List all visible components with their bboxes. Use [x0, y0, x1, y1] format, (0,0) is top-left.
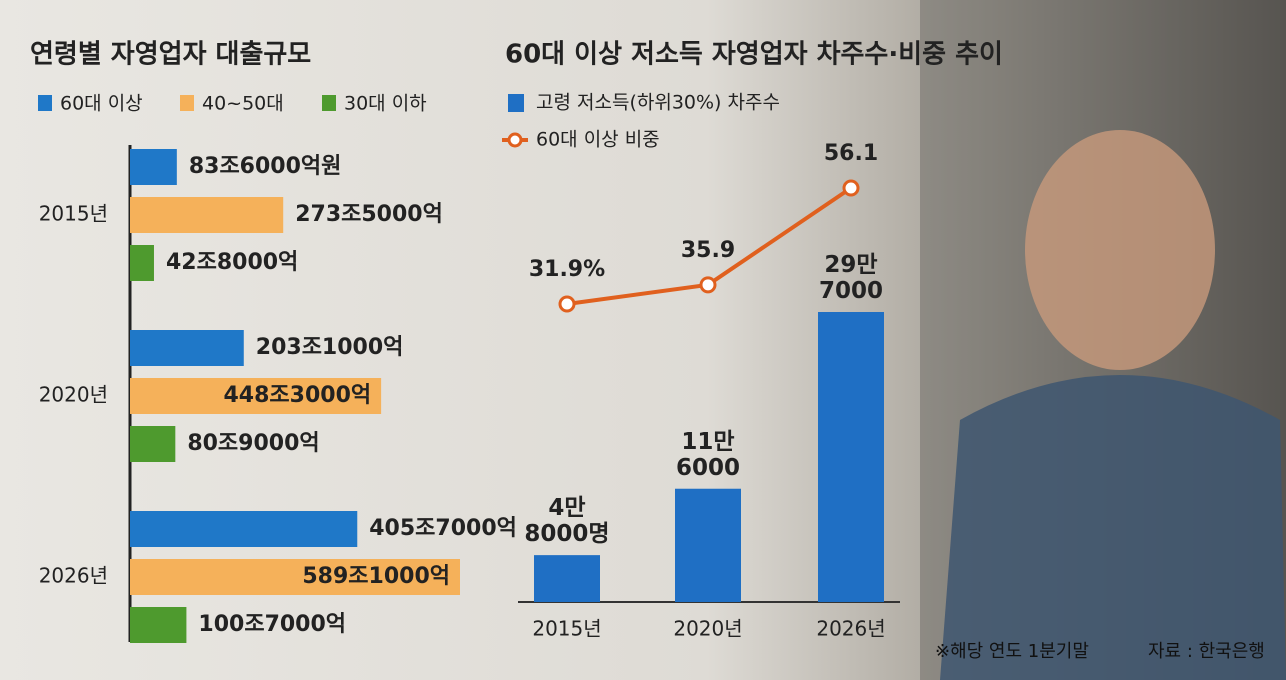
value-label: 35.9: [681, 238, 735, 263]
value-label: 29만 7000: [818, 252, 883, 304]
value-label: 83조6000억원: [189, 154, 342, 179]
legend-label: 60대 이상 비중: [536, 129, 660, 151]
bar: [130, 378, 382, 414]
photo-figure: [940, 375, 1286, 680]
value-label: 31.9%: [529, 257, 605, 282]
value-label: 56.1: [824, 141, 878, 166]
bar: [534, 555, 600, 602]
line-marker: [842, 179, 860, 197]
legend-label: 고령 저소득(하위30%) 차주수: [536, 92, 780, 114]
bar: [675, 488, 741, 602]
legend-label: 40~50대: [202, 93, 284, 115]
bar: [130, 511, 358, 547]
legend-swatch: [38, 95, 52, 111]
value-label: 80조9000억: [187, 431, 319, 456]
note: 자료 : 한국은행: [1148, 641, 1265, 662]
bar: [130, 426, 176, 462]
value-label: 42조8000억: [166, 250, 298, 275]
value-label: 11만 6000: [675, 428, 740, 481]
legend-swatch: [322, 95, 336, 111]
value-label: 273조5000억: [295, 202, 443, 227]
chart-title: 60대 이상 저소득 자영업자 차주수·비중 추이: [505, 40, 1003, 70]
bar: [130, 559, 460, 595]
line-marker: [558, 295, 576, 313]
legend-marker: [507, 132, 523, 148]
bar: [130, 330, 244, 366]
legend-label: 30대 이하: [344, 93, 427, 115]
x-tick-label: 2026년: [816, 617, 885, 641]
legend-swatch: [508, 94, 524, 112]
bar: [818, 312, 884, 602]
y-tick-label: 2015년: [39, 202, 108, 226]
value-label: 100조7000억: [198, 612, 346, 637]
x-tick-label: 2020년: [673, 617, 742, 641]
bar: [130, 607, 187, 643]
legend-swatch: [180, 95, 194, 111]
line-marker: [699, 276, 717, 294]
photo-figure: [1025, 130, 1215, 370]
value-label: 589조1000억: [302, 564, 450, 589]
y-tick-label: 2026년: [39, 564, 108, 588]
x-tick-label: 2015년: [532, 617, 601, 641]
note: ※해당 연도 1분기말: [935, 641, 1089, 662]
bar: [130, 245, 154, 281]
value-label: 448조3000억: [223, 383, 371, 408]
value-label: 4만 8000명: [524, 495, 610, 548]
bar: [130, 197, 284, 233]
legend-label: 60대 이상: [60, 93, 143, 115]
value-label: 405조7000억: [369, 516, 517, 541]
bar: [130, 149, 177, 185]
y-tick-label: 2020년: [39, 383, 108, 407]
chart-title: 연령별 자영업자 대출규모: [30, 40, 311, 70]
value-label: 203조1000억: [256, 335, 404, 360]
